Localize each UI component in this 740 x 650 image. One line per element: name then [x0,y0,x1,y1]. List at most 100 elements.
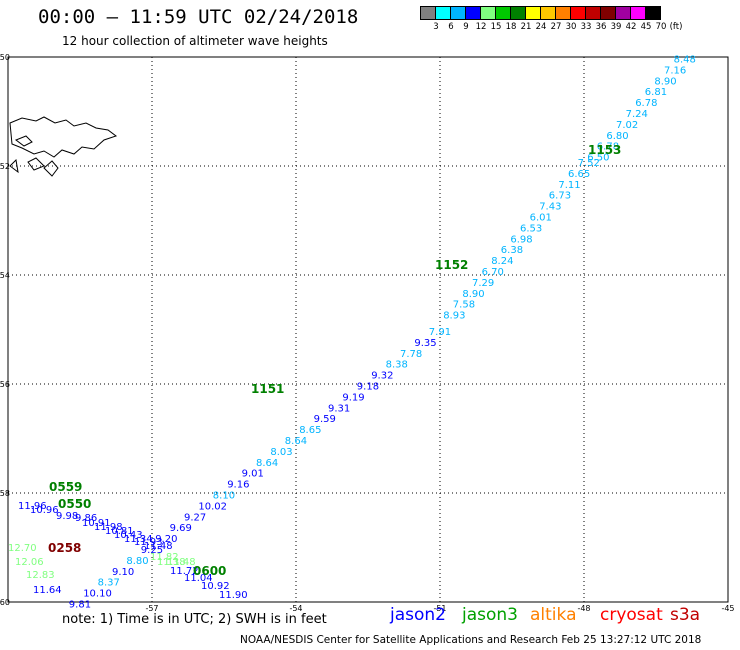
wave-height-label: 11.04 [184,573,213,584]
y-tick-label: -58 [0,489,10,498]
legend-tick: (ft) [669,22,683,32]
y-tick-label: -56 [0,380,10,389]
wave-height-label: 11.90 [219,590,248,601]
legend-tick: 27 [550,22,562,32]
wave-height-label: 9.35 [414,338,436,349]
wave-height-label: 10.91 [82,518,111,529]
legend-tick: 36 [595,22,607,32]
wave-height-label: 6.38 [501,245,523,256]
wave-height-label: 7.91 [429,327,451,338]
legend-tick: 12 [475,22,487,32]
time-label: 0258 [48,541,81,555]
wave-height-label: 8.65 [299,425,321,436]
wave-height-label: 7.16 [664,65,686,76]
wave-height-label: 6.98 [510,234,532,245]
legend-tick: 3 [433,22,439,32]
wave-height-label: 10.92 [201,581,230,592]
wave-height-label: 8.90 [462,289,484,300]
wave-height-label: 6.73 [549,191,571,202]
map-grid [8,57,728,602]
footer-note: note: 1) Time is in UTC; 2) SWH is in fe… [62,612,327,627]
legend-tick: 33 [580,22,592,32]
wave-height-label: 9.86 [75,513,97,524]
wave-height-label: 8.38 [386,360,408,371]
wave-height-label: 9.19 [342,392,364,403]
wave-height-label: 11.48 [167,557,196,568]
wave-height-label: 7.43 [539,202,561,213]
wave-height-label: 7.58 [453,300,475,311]
legend-tick: 24 [535,22,547,32]
wave-height-label: 7.29 [472,278,494,289]
satellite-name: jason2 [390,605,446,625]
map-title: 00:00 – 11:59 UTC 02/24/2018 [38,6,359,28]
wave-height-label: 10.10 [83,589,112,600]
time-label: 0550 [58,497,91,511]
wave-height-label: 12.06 [15,557,44,568]
time-label: 1152 [435,258,468,272]
satellite-name: altika [530,605,577,625]
wave-height-label: 7.78 [400,349,422,360]
axis-labels: -57 -54 -51 -48 -45 -50 -52 -54 -56 -58 -60 [0,53,735,613]
wave-height-label: 8.90 [654,76,676,87]
wave-height-label: 6.81 [645,87,667,98]
wave-height-label: 6.65 [568,169,590,180]
wave-height-label: 12.83 [26,570,55,581]
wave-height-label: 10.81 [105,526,134,537]
wave-height-label: 6.53 [520,223,542,234]
wave-height-label: 9.16 [227,480,249,491]
wave-height-label: 11.96 [18,501,47,512]
wave-height-label: 8.10 [213,490,235,501]
wave-height-label: 8.80 [126,556,148,567]
wave-height-label: 9.01 [242,469,264,480]
lower-track: 11.9610.969.989.8610.9111.9810.8110.4311… [8,501,248,601]
wave-height-label: 8.93 [443,311,465,322]
legend-tick: 18 [505,22,517,32]
wave-height-label: 7.11 [558,180,580,191]
wave-height-label: 9.27 [184,512,206,523]
x-tick-label: -45 [721,604,734,613]
wave-height-label: 9.25 [141,545,163,556]
legend-swatches [420,6,661,20]
wave-height-label: 6.78 [635,98,657,109]
time-label: 1151 [251,382,284,396]
wave-height-label: 9.32 [371,371,393,382]
wave-height-label: 6.78 [597,142,619,153]
legend-tick: 42 [625,22,637,32]
wave-height-label: 11.48 [144,541,173,552]
x-tick-label: -51 [433,604,446,613]
wave-height-label: 11.98 [94,522,123,533]
wave-height-label: 8.64 [256,458,278,469]
legend-tick: 39 [610,22,622,32]
wave-height-label: 6.01 [530,213,552,224]
x-tick-label: -48 [577,604,590,613]
falkland-islands-coastline [9,116,118,177]
wave-height-label: 8.24 [491,256,513,267]
wave-height-label: 9.81 [69,599,91,610]
wave-height-label: 12.70 [8,543,37,554]
wave-height-label: 9.10 [112,567,134,578]
wave-height-label: 10.02 [198,501,227,512]
wave-height-label: 11.93 [134,537,163,548]
wave-height-label: 9.59 [314,414,336,425]
legend-tick-labels: 3 6 9 12 15 18 21 24 27 30 33 36 39 42 45 70 (ft) [421,20,682,34]
wave-height-label: 11.38 [157,557,186,568]
y-tick-label: -60 [0,598,10,607]
color-legend: 3 6 9 12 15 18 21 24 27 30 33 36 39 42 45 70 (ft) [420,6,682,34]
wave-height-label: 9.98 [56,511,78,522]
legend-tick: 6 [448,22,454,32]
legend-tick: 21 [520,22,532,32]
wave-height-label: 9.18 [357,381,379,392]
wave-height-label: 9.69 [170,523,192,534]
map-frame [7,56,729,603]
time-label: 0600 [193,564,226,578]
wave-height-label: 6.70 [482,267,504,278]
legend-tick: 15 [490,22,502,32]
time-label: 1153 [588,143,621,157]
y-tick-label: -54 [0,271,10,280]
map-subtitle: 12 hour collection of altimeter wave hei… [62,34,328,48]
wave-height-label: 10.96 [30,505,59,516]
satellite-name: jason3 [462,605,518,625]
x-tick-label: -54 [289,604,302,613]
wave-height-label: 8.03 [270,447,292,458]
